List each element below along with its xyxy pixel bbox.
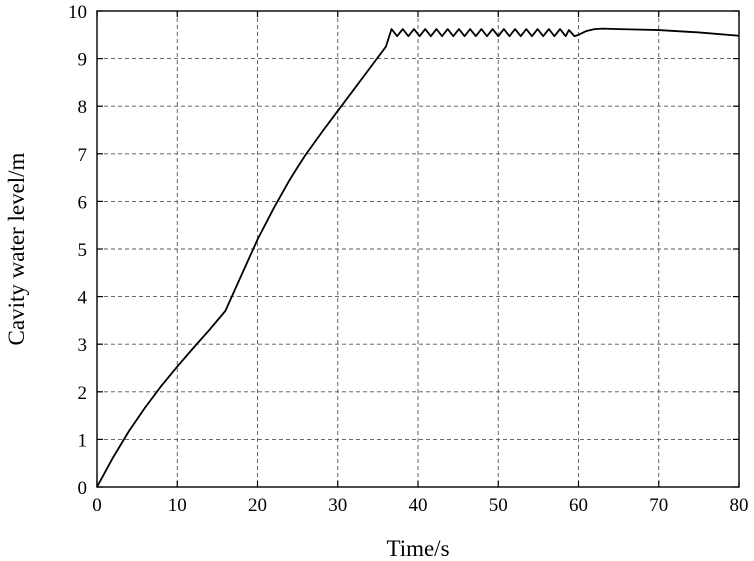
x-tick-label: 10 <box>168 495 187 516</box>
x-tick-label: 0 <box>92 495 102 516</box>
y-axis-title: Cavity water level/m <box>4 152 29 345</box>
y-tick-label: 1 <box>78 430 88 451</box>
y-tick-labels: 0 1 2 3 4 5 6 7 8 9 10 <box>68 2 88 499</box>
y-tick-label: 4 <box>78 288 88 309</box>
x-tick-label: 60 <box>569 495 588 516</box>
x-tick-label: 80 <box>730 495 749 516</box>
x-tick-labels: 0 10 20 30 40 50 60 70 80 <box>92 495 748 516</box>
y-tick-label: 5 <box>78 240 88 261</box>
y-tick-label: 0 <box>78 478 88 499</box>
x-tick-label: 40 <box>409 495 428 516</box>
y-tick-label: 2 <box>78 383 88 404</box>
x-tick-label: 50 <box>489 495 508 516</box>
plot-frame <box>96 10 740 488</box>
x-tick-label: 20 <box>248 495 267 516</box>
x-axis-title: Time/s <box>386 536 449 561</box>
y-tick-label: 8 <box>78 97 88 118</box>
grid-lines <box>97 11 739 487</box>
y-tick-label: 9 <box>78 50 88 71</box>
y-tick-label: 7 <box>78 145 88 166</box>
y-tick-label: 6 <box>78 192 88 213</box>
y-tick-label: 3 <box>78 335 88 356</box>
x-tick-label: 30 <box>328 495 347 516</box>
y-tick-label: 10 <box>68 2 87 23</box>
x-tick-label: 70 <box>649 495 668 516</box>
series-layer <box>96 27 740 488</box>
series-line <box>96 27 740 488</box>
